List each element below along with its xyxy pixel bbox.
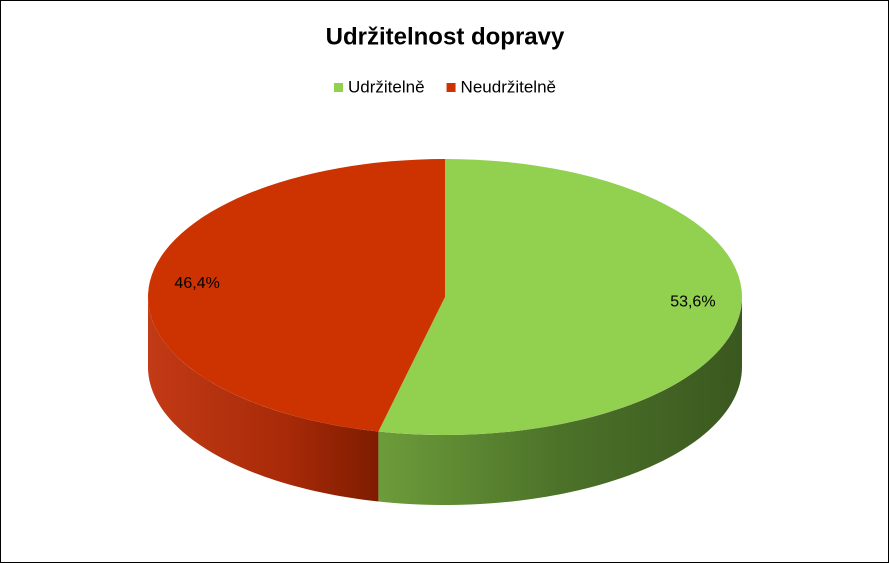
legend-swatch (446, 83, 456, 92)
slice-side (378, 297, 742, 505)
legend-swatch (334, 83, 343, 92)
pie-slice (378, 159, 742, 435)
pie-slice (147, 159, 445, 432)
data-label: 46,4% (174, 275, 219, 292)
chart-title: Udržitelnost dopravy (326, 23, 565, 50)
legend-label: Udržitelně (348, 77, 425, 96)
slice-side (148, 297, 379, 502)
legend-label: Neudržitelně (461, 77, 556, 96)
data-label: 53,6% (670, 293, 715, 310)
